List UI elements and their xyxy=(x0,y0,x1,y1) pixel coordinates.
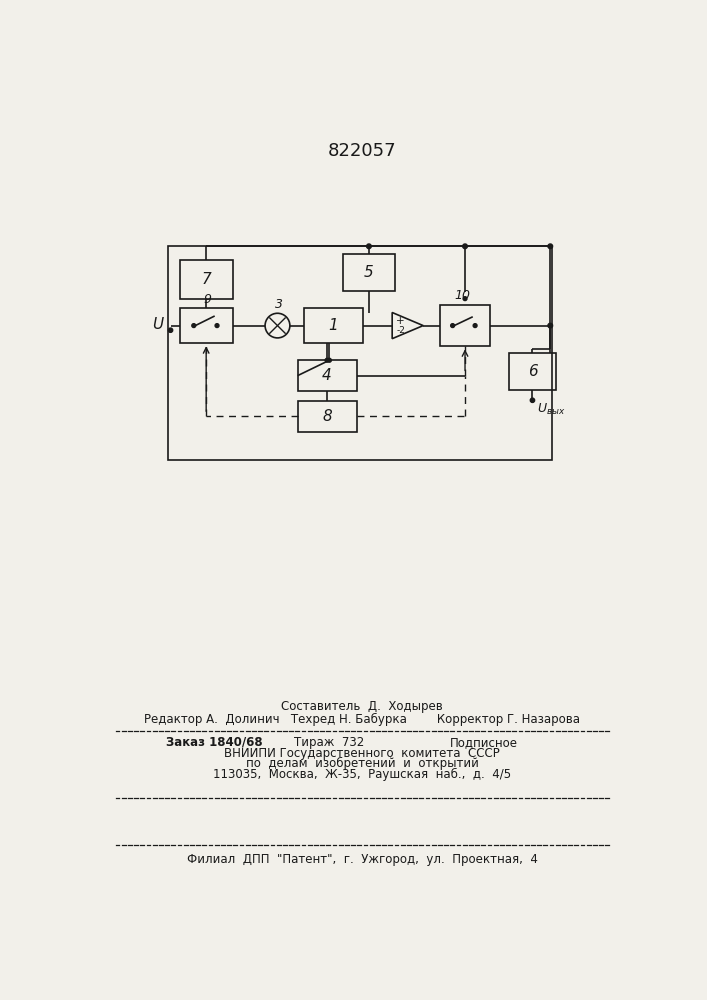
Circle shape xyxy=(367,244,371,249)
Bar xyxy=(304,308,363,343)
Circle shape xyxy=(450,324,455,328)
Bar xyxy=(180,260,233,299)
Text: 10: 10 xyxy=(454,289,470,302)
Text: Составитель  Д.  Ходырев: Составитель Д. Ходырев xyxy=(281,700,443,713)
Text: 8: 8 xyxy=(322,409,332,424)
Bar xyxy=(180,308,233,343)
Text: $U_{вых}$: $U_{вых}$ xyxy=(537,402,566,417)
Text: 5: 5 xyxy=(364,265,374,280)
Text: Редактор А.  Долинич   Техред Н. Бабурка        Корректор Г. Назарова: Редактор А. Долинич Техред Н. Бабурка Ко… xyxy=(144,713,580,726)
Text: по  делам  изобретений  и  открытий: по делам изобретений и открытий xyxy=(245,757,479,770)
Circle shape xyxy=(463,297,467,301)
Bar xyxy=(298,401,356,432)
Text: Филиал  ДПП  "Патент",  г.  Ужгород,  ул.  Проектная,  4: Филиал ДПП "Патент", г. Ужгород, ул. Про… xyxy=(187,853,537,866)
Text: Подписное: Подписное xyxy=(450,736,518,749)
Text: ВНИИПИ Государственного  комитета  СССР: ВНИИПИ Государственного комитета СССР xyxy=(224,747,500,760)
Text: U: U xyxy=(151,317,163,332)
Circle shape xyxy=(548,323,553,328)
Text: 3: 3 xyxy=(275,298,283,311)
Text: 7: 7 xyxy=(201,272,211,287)
Bar xyxy=(343,254,395,291)
Circle shape xyxy=(168,328,173,332)
Bar xyxy=(509,353,556,389)
Circle shape xyxy=(473,324,477,328)
Circle shape xyxy=(215,324,219,328)
Text: +: + xyxy=(397,316,405,326)
Text: Тираж  732: Тираж 732 xyxy=(293,736,363,749)
Bar xyxy=(298,360,356,391)
Bar xyxy=(168,246,552,460)
Text: Заказ 1840/68: Заказ 1840/68 xyxy=(166,736,262,749)
Circle shape xyxy=(462,244,467,249)
Circle shape xyxy=(192,324,196,328)
Circle shape xyxy=(548,244,553,249)
Circle shape xyxy=(327,358,332,362)
Bar xyxy=(440,305,490,346)
Text: 9: 9 xyxy=(204,293,211,306)
Text: 1: 1 xyxy=(328,318,338,333)
Text: 6: 6 xyxy=(527,364,537,379)
Text: -2: -2 xyxy=(396,326,405,335)
Text: 4: 4 xyxy=(322,368,332,383)
Text: 822057: 822057 xyxy=(327,142,396,160)
Circle shape xyxy=(325,358,329,362)
Text: 113035,  Москва,  Ж-35,  Раушская  наб.,  д.  4/5: 113035, Москва, Ж-35, Раушская наб., д. … xyxy=(213,768,511,781)
Circle shape xyxy=(530,398,534,402)
